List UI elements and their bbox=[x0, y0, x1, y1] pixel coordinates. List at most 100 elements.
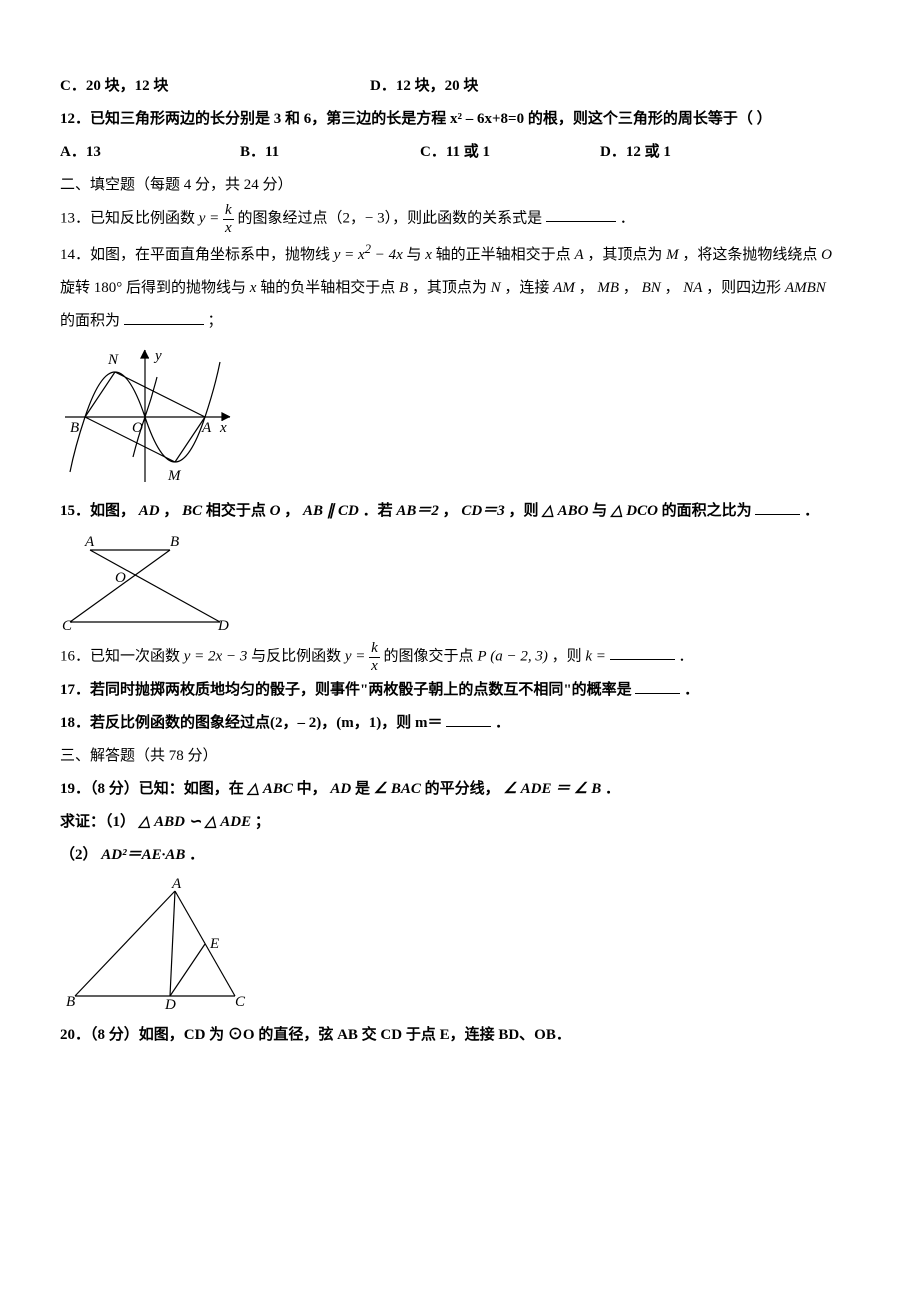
q18: 18．若反比例函数的图象经过点(2，– 2)，(m，1)，则 m＝ ． bbox=[60, 707, 860, 740]
q14-fig-B: B bbox=[70, 420, 79, 436]
q14-c2: ， bbox=[623, 280, 638, 296]
q14-l3-pre: 的面积为 bbox=[60, 313, 120, 329]
q14-l1-end: ，其顶点为 bbox=[587, 247, 666, 263]
q14-l2-mid3: ，其顶点为 bbox=[412, 280, 491, 296]
q15-mid2: ．若 bbox=[363, 503, 397, 519]
q14-fig-M: M bbox=[167, 468, 182, 484]
q15-AB: AB bbox=[303, 503, 323, 519]
q14-N: N bbox=[491, 280, 501, 296]
q19-ang3: ∠ bbox=[574, 781, 587, 797]
q15-pre: 15．如图， bbox=[60, 503, 135, 519]
q14-NA: NA bbox=[683, 280, 702, 296]
q16-mid1: 与反比例函数 bbox=[251, 648, 345, 664]
section3-heading: 三、解答题（共 78 分） bbox=[60, 740, 860, 773]
q15-eq1: AB＝2 bbox=[396, 503, 439, 519]
q15-post: ． bbox=[804, 503, 819, 519]
q16-mid3: ，则 bbox=[552, 648, 586, 664]
q14-l2-mid4: ，连接 bbox=[504, 280, 553, 296]
q19-mid2: 是 bbox=[355, 781, 370, 797]
q19-eq3: AD²＝AE·AB bbox=[101, 847, 185, 863]
q15-O: O bbox=[270, 503, 281, 519]
q13: 13．已知反比例函数 y = k x 的图象经过点（2，− 3），则此函数的关系… bbox=[60, 202, 860, 236]
q15-c1: ， bbox=[163, 503, 178, 519]
q14-fig-A: A bbox=[201, 420, 212, 436]
q17: 17．若同时抛掷两枚质地均匀的骰子，则事件"两枚骰子朝上的点数互不相同"的概率是… bbox=[60, 674, 860, 707]
q19-post: ． bbox=[605, 781, 620, 797]
q17-blank bbox=[635, 678, 680, 694]
q15-mid1: 相交于点 bbox=[206, 503, 270, 519]
q14-l1-mid: 与 bbox=[406, 247, 425, 263]
q11-optD: D．12 块，20 块 bbox=[370, 70, 478, 103]
q16-P: P bbox=[477, 648, 486, 664]
q14-MB: MB bbox=[597, 280, 619, 296]
q19-post2: ； bbox=[255, 814, 270, 830]
q16-frac-num: k bbox=[369, 640, 380, 657]
q14-B: B bbox=[399, 280, 408, 296]
q12-optB: B．11 bbox=[240, 136, 420, 169]
q19-fig-A: A bbox=[171, 876, 182, 892]
q19-figure: A E B D C bbox=[60, 876, 860, 1011]
q19-fig-C: C bbox=[235, 994, 246, 1010]
q16-y: y = bbox=[345, 648, 369, 664]
q19-eq: ＝ bbox=[555, 781, 570, 797]
q14-l2-end: ，则四边形 bbox=[706, 280, 785, 296]
q14-M: M bbox=[666, 247, 679, 263]
q19-ABD: ABD bbox=[154, 814, 185, 830]
q18-post: ． bbox=[495, 715, 510, 731]
q18-text: 18．若反比例函数的图象经过点(2，– 2)，(m，1)，则 m＝ bbox=[60, 715, 442, 731]
q19-l3-pre: （2） bbox=[60, 847, 98, 863]
q14-AM: AM bbox=[553, 280, 575, 296]
q12-optD: D．12 或 1 bbox=[600, 136, 780, 169]
q14-l2-mid2: 轴的负半轴相交于点 bbox=[260, 280, 399, 296]
q16-mid2: 的图像交于点 bbox=[384, 648, 478, 664]
q19-AD: AD bbox=[330, 781, 351, 797]
q14-l2-mid: 后得到的抛物线与 bbox=[126, 280, 250, 296]
q14-c1: ， bbox=[579, 280, 594, 296]
q15-fig-D: D bbox=[217, 618, 229, 632]
q14-blank bbox=[124, 309, 204, 325]
q13-blank bbox=[546, 206, 616, 222]
q15-DCO: DCO bbox=[626, 503, 658, 519]
q12-optA: A．13 bbox=[60, 136, 240, 169]
q15-mid5: 的面积之比为 bbox=[662, 503, 752, 519]
q19-tri2: △ bbox=[139, 814, 151, 830]
q14-l2-pre: 旋转 bbox=[60, 280, 90, 296]
q14-fig-O: O bbox=[132, 420, 143, 436]
q14-l3-post: ； bbox=[208, 313, 223, 329]
q19-tri3: △ bbox=[205, 814, 217, 830]
q19-B: B bbox=[591, 781, 601, 797]
q14-l1-post: 轴的正半轴相交于点 bbox=[436, 247, 575, 263]
q19-sim: ∽ bbox=[189, 814, 202, 830]
q15-ABO: ABO bbox=[558, 503, 589, 519]
q13-mid: 的图象经过点（2，− 3），则此函数的关系式是 bbox=[237, 210, 542, 226]
q15-c3: ， bbox=[443, 503, 458, 519]
q16-post: ． bbox=[678, 648, 693, 664]
q16-frac: k x bbox=[369, 640, 380, 674]
q19-line3: （2） AD²＝AE·AB ． bbox=[60, 839, 860, 872]
q16-k: k = bbox=[585, 648, 606, 664]
q14-O: O bbox=[821, 247, 832, 263]
q19-l2: 求证：（1） bbox=[60, 814, 135, 830]
q19-mid1: 中， bbox=[297, 781, 327, 797]
q17-text: 17．若同时抛掷两枚质地均匀的骰子，则事件"两枚骰子朝上的点数互不相同"的概率是 bbox=[60, 682, 632, 698]
q16-pre: 16．已知一次函数 bbox=[60, 648, 184, 664]
q15-eq2: CD＝3 bbox=[461, 503, 504, 519]
q15-mid3: ，则 bbox=[509, 503, 539, 519]
q19-fig-E: E bbox=[209, 936, 219, 952]
q19-line2: 求证：（1） △ ABD ∽ △ ADE ； bbox=[60, 806, 860, 839]
q14-fig-N: N bbox=[107, 352, 119, 368]
q19-tri1: △ bbox=[248, 781, 260, 797]
q17-post: ． bbox=[684, 682, 699, 698]
q14-c3: ， bbox=[664, 280, 679, 296]
q19-ang1: ∠ bbox=[374, 781, 387, 797]
q14-BN: BN bbox=[642, 280, 661, 296]
q15-tri1: △ bbox=[542, 503, 554, 519]
q14-l1-fin: ，将这条抛物线绕点 bbox=[682, 247, 821, 263]
q15-figure: A B O C D bbox=[60, 532, 860, 632]
q14-line1: 14．如图，在平面直角坐标系中，抛物线 y = x2 − 4x 与 x 轴的正半… bbox=[60, 236, 860, 272]
q13-frac: k x bbox=[223, 202, 234, 236]
q13-eqn: y = bbox=[199, 210, 223, 226]
q19-ABC: ABC bbox=[263, 781, 293, 797]
q14-A: A bbox=[574, 247, 583, 263]
q15-AD: AD bbox=[139, 503, 160, 519]
